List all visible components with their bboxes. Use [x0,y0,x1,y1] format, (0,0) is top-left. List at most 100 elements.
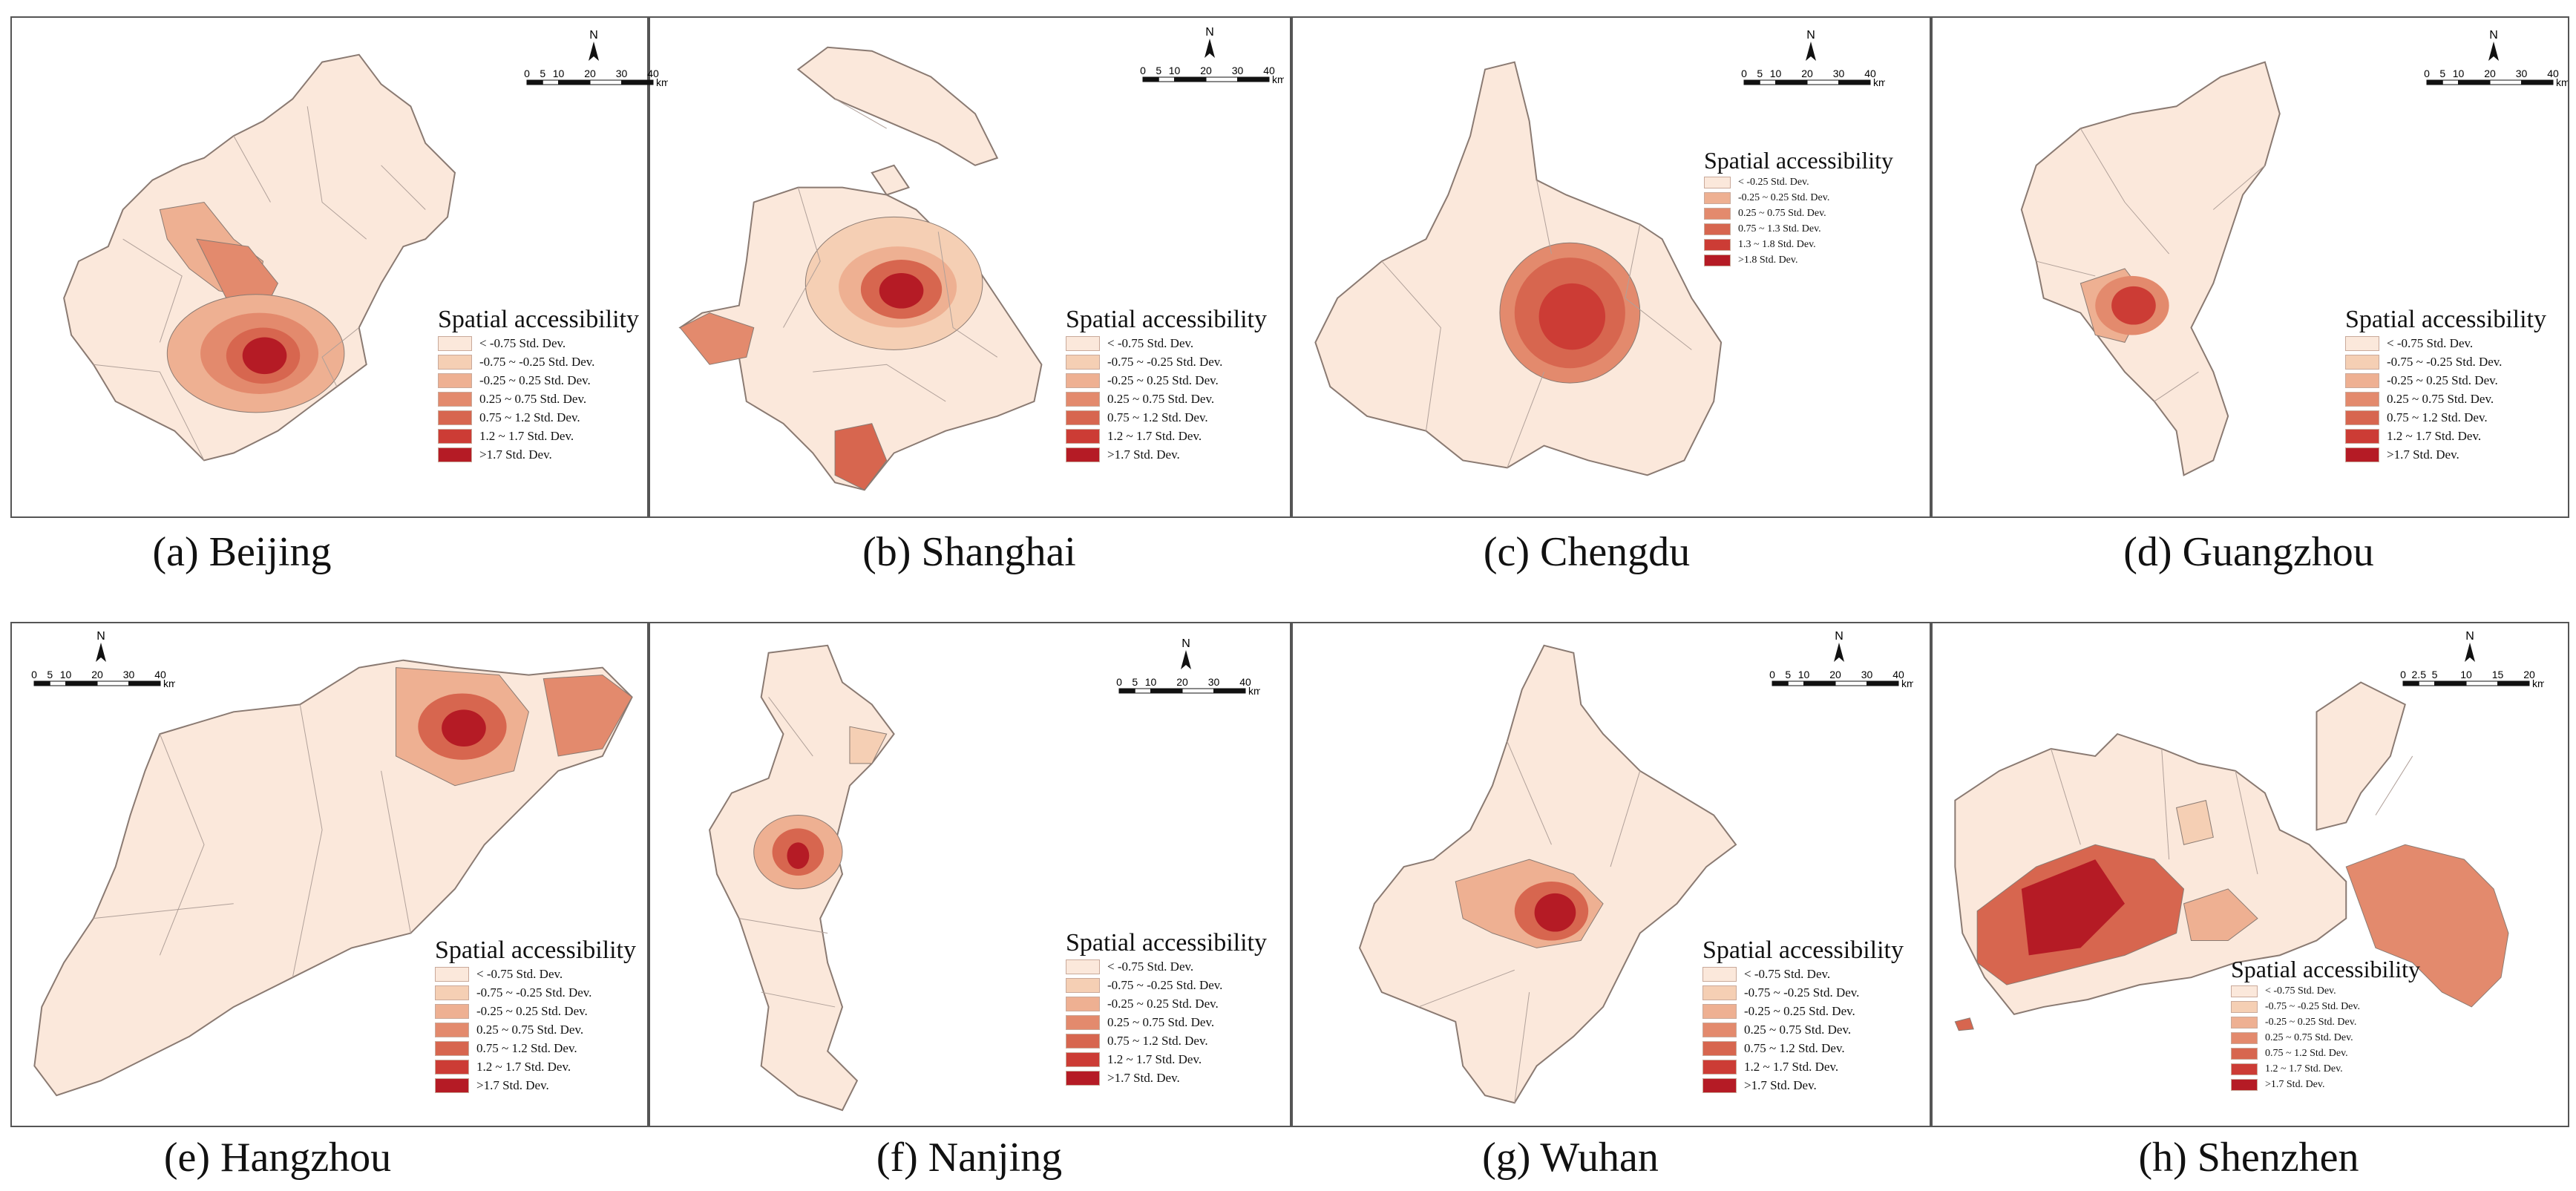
legend-item: < -0.75 Std. Dev. [1066,334,1267,352]
legend-label: 0.25 ~ 0.75 Std. Dev. [1107,1014,1215,1029]
caption-nanjing: (f) Nanjing [876,1135,1063,1181]
legend-label: < -0.75 Std. Dev. [1744,966,1831,981]
legend-label: -0.25 ~ 0.25 Std. Dev. [1744,1003,1855,1018]
scale-segment [49,680,66,686]
legend-label: -0.25 ~ 0.25 Std. Dev. [2265,1016,2357,1028]
legend-item: -0.75 ~ -0.25 Std. Dev. [1066,352,1267,371]
legend-swatch [1704,223,1731,235]
legend-swatch [438,428,472,444]
north-label: N [1835,630,1843,643]
legend-label: -0.75 ~ -0.25 Std. Dev. [1107,977,1223,992]
legend-swatch [1702,1059,1737,1074]
legend-title: Spatial accessibility [438,306,639,333]
north-label: N [2489,29,2498,42]
legend-title: Spatial accessibility [1704,147,1894,174]
legend-title: Spatial accessibility [2345,306,2546,333]
scale-tick-label: 0 [1741,68,1747,79]
scale-segment [2402,680,2419,686]
scale-segment [96,680,129,686]
legend-swatch [2345,428,2379,444]
scale-tick-label: 30 [2516,68,2528,79]
legend-title: Spatial accessibility [1702,936,1904,964]
legend-label: -0.25 ~ 0.25 Std. Dev. [1107,996,1219,1011]
legend-swatch [435,1003,469,1019]
legend-title: Spatial accessibility [435,936,636,964]
shenzhen-map [1954,681,2509,1031]
scale-segment [542,79,559,85]
legend-swatch [1066,373,1100,388]
scale-segment [2458,79,2491,85]
legend-swatch [435,1040,469,1056]
scale-tick-label: 10 [60,669,72,680]
legend-label: >1.7 Std. Dev. [2387,447,2459,462]
scale-segment [1158,76,1175,82]
legend-label: -0.25 ~ 0.25 Std. Dev. [2387,373,2498,387]
scale-tick-label: 40 [1263,65,1275,76]
scale-segment [65,680,98,686]
legend-item: >1.7 Std. Dev. [1066,1069,1267,1087]
scale-segment [621,79,654,85]
scalebar-chengdu: N 0 5 10 20 30 40 km [1737,27,1887,93]
map-panel-shanghai [649,16,1291,518]
north-arrow-icon [2488,42,2499,61]
scalebar-nanjing: N 0 5 10 20 30 40 km [1112,635,1262,702]
legend-label: -0.25 ~ 0.25 Std. Dev. [479,373,591,387]
legend-label: 0.25 ~ 0.75 Std. Dev. [2265,1031,2353,1043]
scale-unit: km [1272,73,1284,85]
legend-title: Spatial accessibility [2231,956,2421,982]
legend-item: >1.8 Std. Dev. [1704,252,1893,268]
scale-segment [1182,688,1214,694]
scale-unit: km [656,76,668,88]
legend-item: -0.75 ~ -0.25 Std. Dev. [1066,976,1267,994]
legend-item: 0.25 ~ 0.75 Std. Dev. [1066,1013,1267,1031]
scale-tick-label: 40 [1892,669,1904,680]
legend-label: -0.75 ~ -0.25 Std. Dev. [479,354,595,369]
legend-item: 0.25 ~ 0.75 Std. Dev. [2231,1030,2420,1046]
legend-item: 0.25 ~ 0.75 Std. Dev. [435,1020,636,1039]
scale-tick-label: 40 [647,68,659,79]
legend-label: 1.3 ~ 1.8 Std. Dev. [1738,238,1816,250]
legend-item: 1.3 ~ 1.8 Std. Dev. [1704,237,1893,252]
legend-label: -0.25 ~ 0.25 Std. Dev. [1738,191,1830,203]
legend-label: 1.2 ~ 1.7 Std. Dev. [2265,1063,2343,1074]
scale-tick-label: 10 [1770,68,1782,79]
legend-item: < -0.75 Std. Dev. [1702,965,1904,983]
scale-tick-label: 10 [1169,65,1181,76]
scalebar-shenzhen: N 0 2.5 5 10 15 20 km [2396,628,2546,695]
guangzhou-boundary [2020,61,2281,476]
scale-segment [1787,680,1804,686]
legend-guangzhou: Spatial accessibility < -0.75 Std. Dev. -0… [2345,306,2546,464]
scale-tick-label: 5 [2439,68,2445,79]
legend-label: 1.2 ~ 1.7 Std. Dev. [1744,1059,1839,1074]
legend-label: 0.25 ~ 0.75 Std. Dev. [476,1022,584,1037]
legend-item: >1.7 Std. Dev. [1702,1076,1904,1095]
scale-segment [2521,79,2554,85]
legend-item: < -0.25 Std. Dev. [1704,174,1893,190]
legend-label: -0.25 ~ 0.25 Std. Dev. [1107,373,1219,387]
legend-item: -0.75 ~ -0.25 Std. Dev. [2345,352,2546,371]
scale-segment [558,79,591,85]
scalebar-wuhan: N 0 5 10 20 30 40 km [1765,628,1915,695]
scale-segment [33,680,50,686]
legend-label: 0.25 ~ 0.75 Std. Dev. [2387,391,2494,406]
legend-label: 0.75 ~ 1.2 Std. Dev. [2387,410,2488,424]
legend-label: >1.7 Std. Dev. [476,1077,549,1092]
scale-tick-label: 5 [540,68,545,79]
legend-item: >1.7 Std. Dev. [2231,1077,2420,1092]
scale-segment [526,79,543,85]
scalebar-guangzhou: N 0 5 10 20 30 40 km [2419,27,2570,93]
scale-unit: km [1248,685,1260,697]
legend-item: 1.2 ~ 1.7 Std. Dev. [2231,1061,2420,1077]
legend-label: 0.75 ~ 1.2 Std. Dev. [2265,1047,2348,1059]
legend-item: 1.2 ~ 1.7 Std. Dev. [1066,1050,1267,1069]
legend-item: >1.7 Std. Dev. [1066,445,1267,464]
scale-tick-label: 30 [1208,676,1220,688]
legend-swatch [2231,1078,2258,1091]
scale-tick-label: 10 [2453,68,2465,79]
scale-segment [128,680,161,686]
legend-label: -0.75 ~ -0.25 Std. Dev. [1744,985,1860,1000]
legend-label: 1.2 ~ 1.7 Std. Dev. [1107,1051,1202,1066]
